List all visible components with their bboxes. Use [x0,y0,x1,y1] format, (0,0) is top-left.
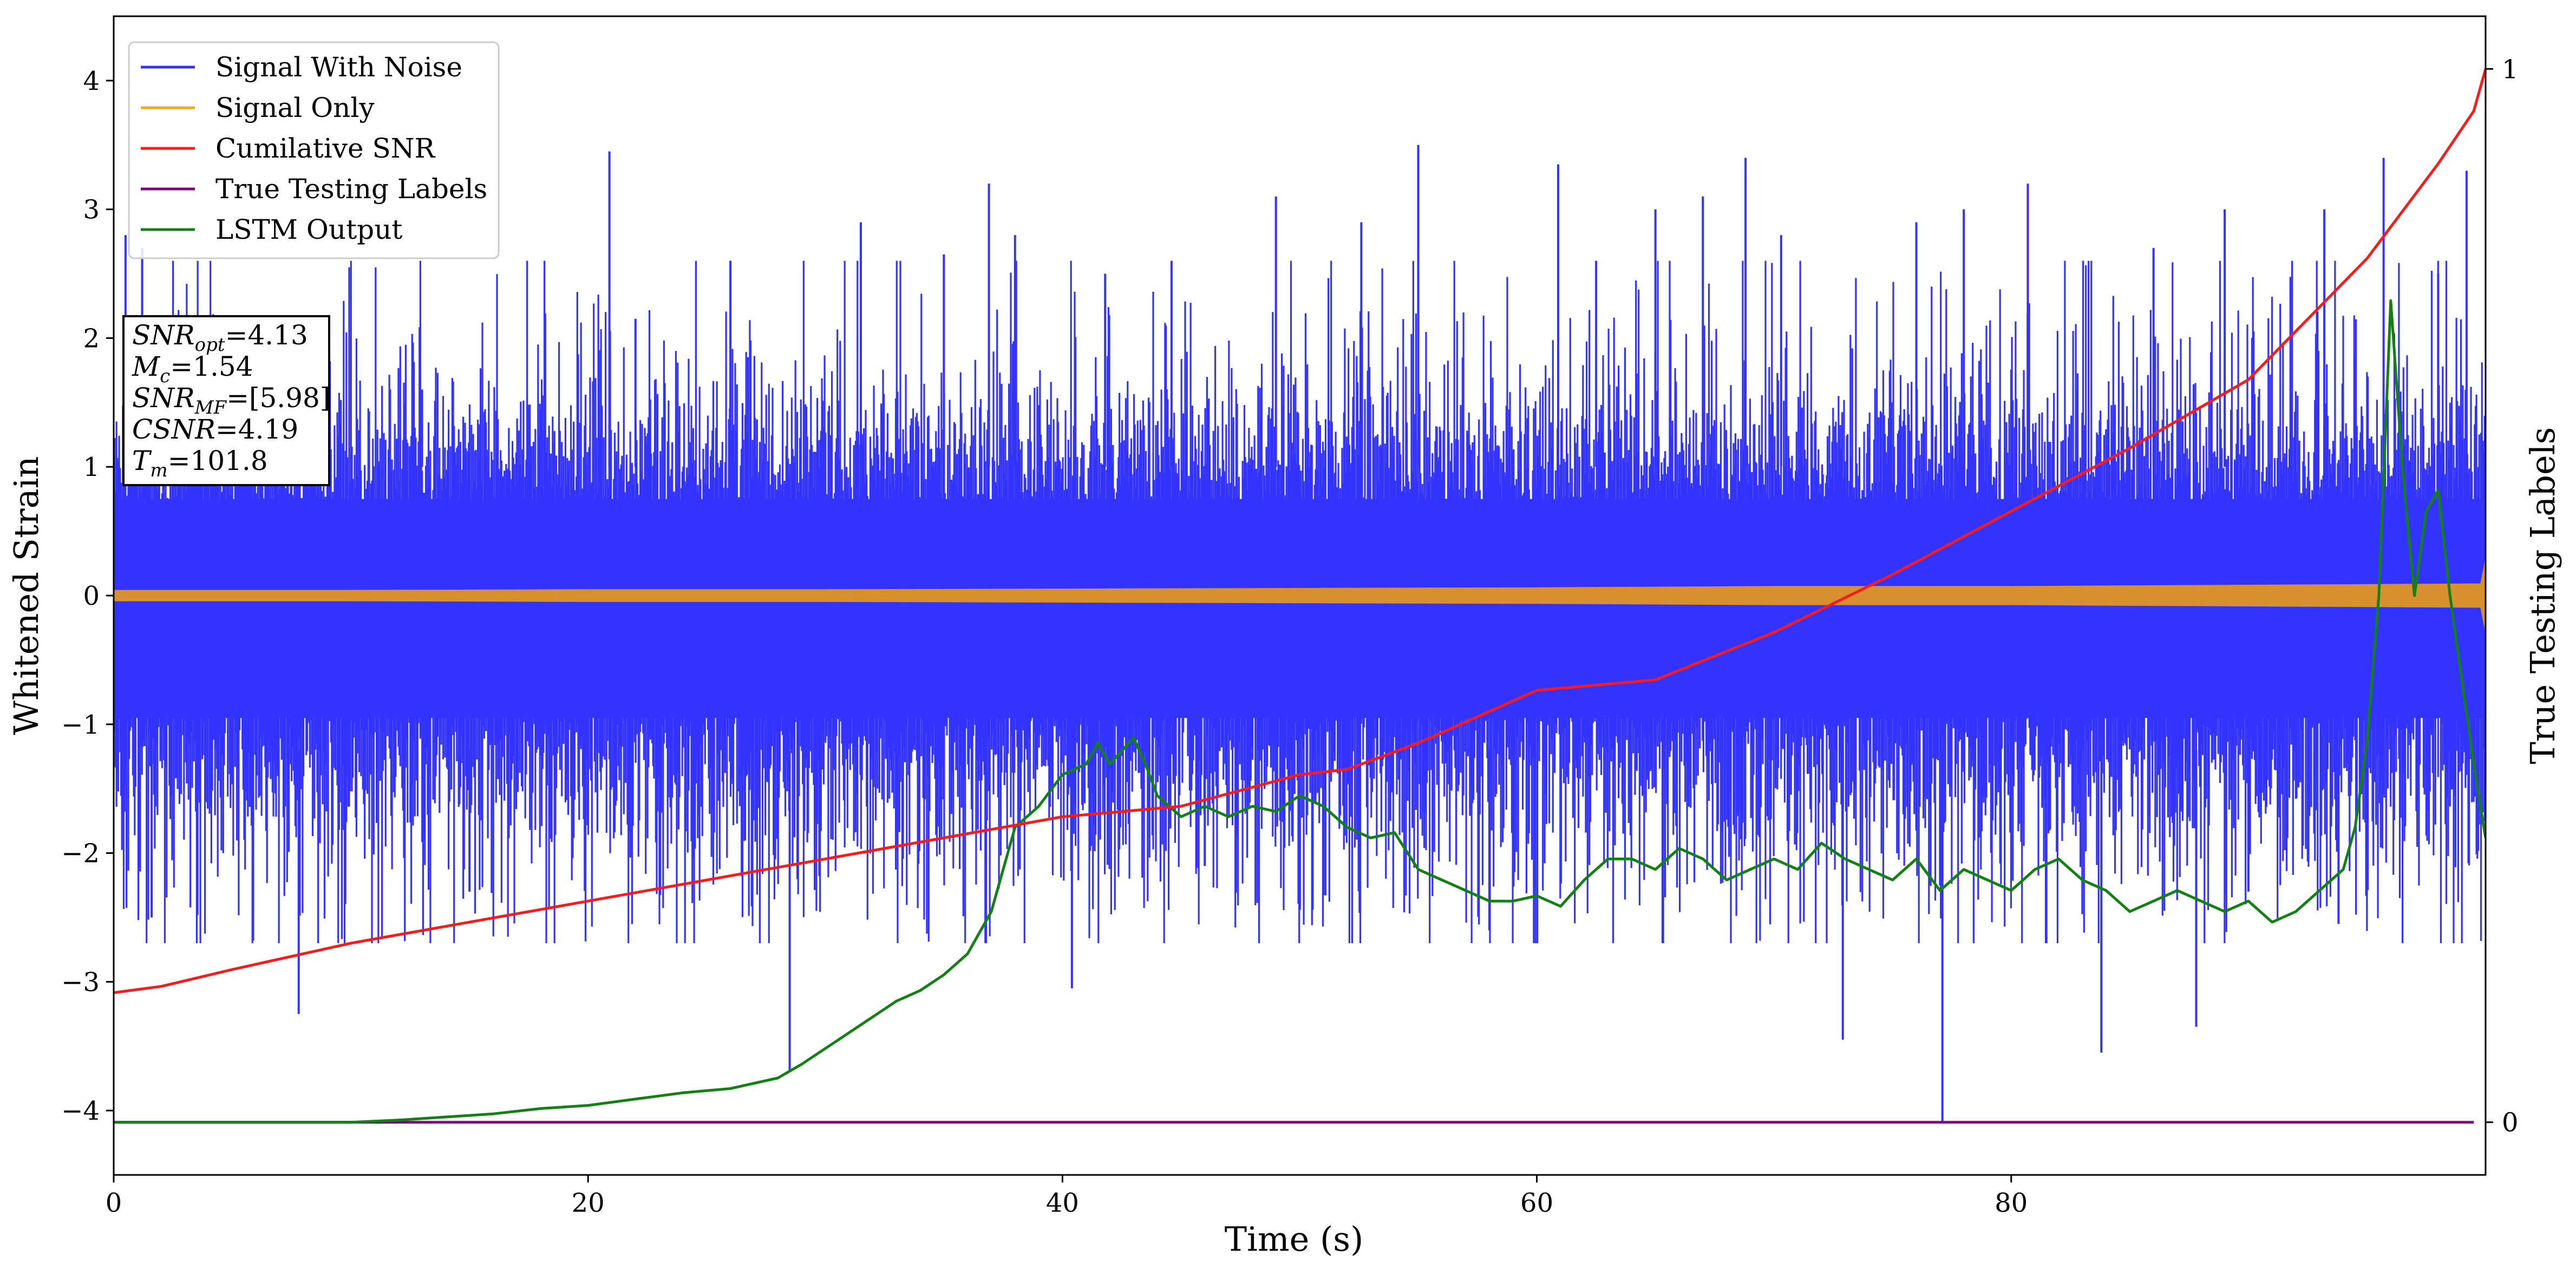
annotation-line: CSNR=4.19 [132,414,298,445]
y-axis-label: Whitened Strain [6,456,46,735]
legend-entry: Cumilative SNR [215,133,435,164]
signal-only-band [114,559,2486,632]
x-tick-label: 0 [106,1188,122,1218]
lstm-output-line [114,299,2486,1124]
annotation-line: SNRopt=4.13 [132,319,308,356]
y-tick-label: 0 [83,581,100,611]
legend-entry: Signal Only [215,92,375,123]
noise-core [114,499,2486,718]
legend-entry: Signal With Noise [215,51,462,83]
y-tick-label: 4 [83,66,100,96]
annotation-line: Mc=1.54 [132,351,253,387]
signal-with-noise-series [114,145,2486,1123]
legend-entry: True Testing Labels [215,173,487,205]
annotation-line: SNRMF=[5.98] [132,382,330,419]
x-tick-label: 40 [1046,1188,1079,1218]
legend-entry: LSTM Output [215,214,402,245]
signal-only-series [114,559,2486,632]
y-tick-label: −1 [61,710,100,740]
plot-area [114,68,2486,1124]
y2-axis-label: True Testing Labels [2523,427,2562,765]
y-tick-label: 1 [83,452,100,482]
y-tick-label: −2 [61,839,100,869]
x-tick-label: 60 [1520,1188,1553,1218]
legend: Signal With Noise Signal Only Cumilative S… [128,41,500,259]
legend-box [128,41,500,259]
cumulative-snr-line [114,68,2486,994]
annotation-frame [122,315,330,486]
line-series [114,68,2486,1124]
y-tick-label: 2 [83,323,100,354]
y2-tick-label: 0 [2502,1108,2519,1138]
x-tick-label: 20 [572,1188,605,1218]
annotation-box: SNRopt=4.13Mc=1.54SNRMF=[5.98]CSNR=4.19T… [122,315,330,486]
y-tick-label: −3 [61,967,100,997]
y-tick-label: 3 [83,195,100,225]
x-tick-label: 80 [1995,1188,2028,1218]
annotation-line: Tm=101.8 [132,445,268,481]
y-tick-label: −4 [61,1096,100,1126]
y2-tick-label: 1 [2502,54,2519,84]
x-axis-label: Time (s) [1225,1219,1364,1259]
